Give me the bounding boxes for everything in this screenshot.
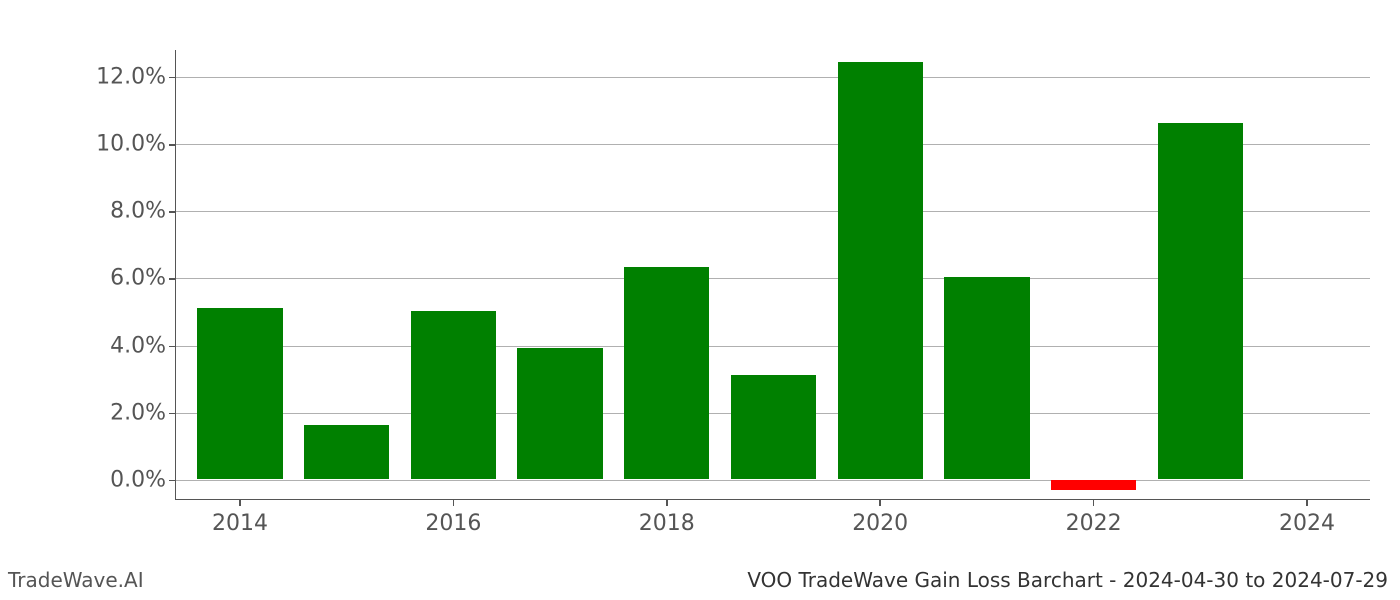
xtick-mark xyxy=(666,499,668,506)
ytick-mark xyxy=(169,211,176,213)
xtick-label: 2016 xyxy=(425,511,481,536)
footer-caption: VOO TradeWave Gain Loss Barchart - 2024-… xyxy=(747,568,1388,592)
xtick-mark xyxy=(1093,499,1095,506)
gridline xyxy=(176,480,1370,481)
xtick-mark xyxy=(239,499,241,506)
chart-plot-area: 0.0%2.0%4.0%6.0%8.0%10.0%12.0%2014201620… xyxy=(175,50,1370,500)
xtick-label: 2024 xyxy=(1279,511,1335,536)
bar-2020 xyxy=(838,62,923,478)
footer-brand: TradeWave.AI xyxy=(8,568,144,592)
xtick-mark xyxy=(453,499,455,506)
bar-2014 xyxy=(197,308,282,479)
bar-2017 xyxy=(517,348,602,479)
bar-2021 xyxy=(944,277,1029,478)
bar-2019 xyxy=(731,375,816,479)
ytick-label: 0.0% xyxy=(110,467,166,492)
ytick-label: 12.0% xyxy=(96,64,166,89)
bar-2018 xyxy=(624,267,709,479)
bar-2015 xyxy=(304,425,389,479)
ytick-label: 6.0% xyxy=(110,266,166,291)
ytick-mark xyxy=(169,144,176,146)
gridline xyxy=(176,77,1370,78)
bar-2022 xyxy=(1051,480,1136,490)
xtick-label: 2014 xyxy=(212,511,268,536)
xtick-mark xyxy=(1306,499,1308,506)
xtick-label: 2020 xyxy=(852,511,908,536)
ytick-label: 4.0% xyxy=(110,333,166,358)
ytick-mark xyxy=(169,413,176,415)
ytick-mark xyxy=(169,278,176,280)
xtick-label: 2018 xyxy=(639,511,695,536)
ytick-label: 10.0% xyxy=(96,132,166,157)
ytick-mark xyxy=(169,480,176,482)
bar-2023 xyxy=(1158,123,1243,479)
xtick-mark xyxy=(879,499,881,506)
bar-2016 xyxy=(411,311,496,479)
ytick-label: 2.0% xyxy=(110,400,166,425)
ytick-mark xyxy=(169,77,176,79)
ytick-label: 8.0% xyxy=(110,199,166,224)
ytick-mark xyxy=(169,346,176,348)
xtick-label: 2022 xyxy=(1066,511,1122,536)
